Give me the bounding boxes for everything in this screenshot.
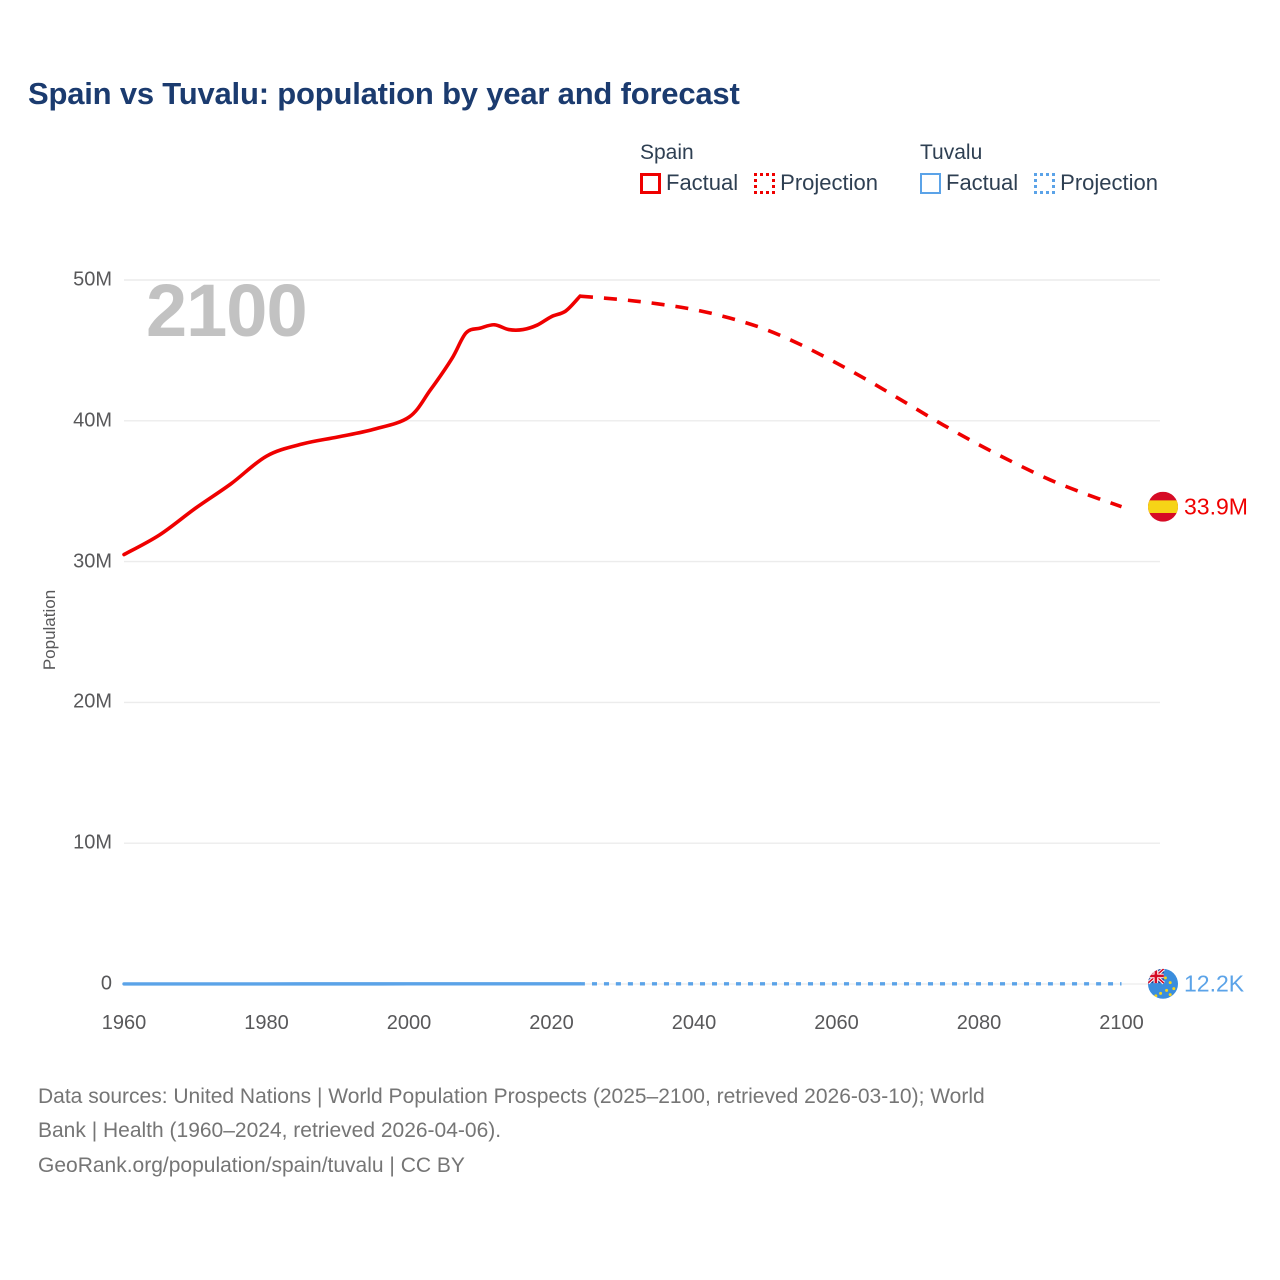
x-axis-tick-label: 1960 [101, 1012, 147, 1034]
legend-swatch-solid-icon [920, 172, 941, 194]
spain-projection-line [579, 294, 1123, 509]
legend-group-title-spain: Spain [640, 141, 694, 164]
legend-label-tuvalu-factual: Factual [946, 170, 1019, 195]
x-axis-tick-label: 2100 [1099, 1012, 1144, 1034]
legend-group-title-tuvalu: Tuvalu [920, 141, 983, 164]
legend-group-tuvalu: Tuvalu Factual Projection [920, 142, 1158, 194]
y-axis-tick-label: 10M [73, 831, 112, 854]
x-axis-tick-label: 2020 [529, 1012, 574, 1034]
chart-legend: Spain Factual Projection Tuvalu Factual [640, 142, 1158, 194]
footer-sources: Data sources: United Nations | World Pop… [38, 1082, 1238, 1181]
x-axis-tick-label: 2000 [386, 1012, 432, 1034]
legend-label-tuvalu-projection: Projection [1060, 170, 1158, 195]
tuvalu-flag-icon [1148, 968, 1178, 999]
legend-swatch-dotted-icon [1034, 172, 1056, 194]
footer-line-3[interactable]: GeoRank.org/population/spain/tuvalu | CC… [38, 1153, 465, 1177]
y-axis-tick-label: 50M [73, 268, 112, 291]
spain-end-value-label: 33.9M [1184, 493, 1248, 520]
legend-item-spain-projection[interactable]: Projection [754, 172, 878, 194]
legend-label-spain-factual: Factual [666, 170, 739, 195]
y-axis-tick-label: 20M [73, 690, 112, 713]
page-title: Spain vs Tuvalu: population by year and … [28, 76, 740, 111]
x-axis-tick-label: 2080 [956, 1012, 1002, 1034]
legend-swatch-dotted-icon [754, 172, 776, 194]
x-axis-tick-label: 2060 [814, 1012, 859, 1034]
y-axis-tick-label: 0 [100, 972, 112, 995]
spain-flag-icon [1148, 491, 1178, 522]
year-watermark: 2100 [146, 269, 308, 352]
legend-item-tuvalu-factual[interactable]: Factual [920, 172, 1018, 194]
x-axis-tick-label: 1980 [244, 1012, 289, 1034]
y-axis-tick-label: 40M [73, 409, 112, 432]
spain-factual-line [122, 294, 582, 557]
footer-line-1: Data sources: United Nations | World Pop… [38, 1085, 985, 1108]
x-axis-tick-label: 2040 [671, 1012, 717, 1034]
legend-item-tuvalu-projection[interactable]: Projection [1034, 172, 1158, 194]
legend-item-spain-factual[interactable]: Factual [640, 172, 738, 194]
legend-label-spain-projection: Projection [780, 170, 878, 195]
y-axis-ticks: 0 10M 20M 30M 40M 50M [0, 0, 112, 1280]
tuvalu-end-value-label: 12.2K [1184, 970, 1245, 997]
legend-group-spain: Spain Factual Projection [640, 142, 878, 194]
legend-swatch-solid-icon [640, 172, 661, 194]
y-axis-tick-label: 30M [73, 550, 112, 573]
footer-line-2: Bank | Health (1960–2024, retrieved 2026… [38, 1119, 502, 1143]
